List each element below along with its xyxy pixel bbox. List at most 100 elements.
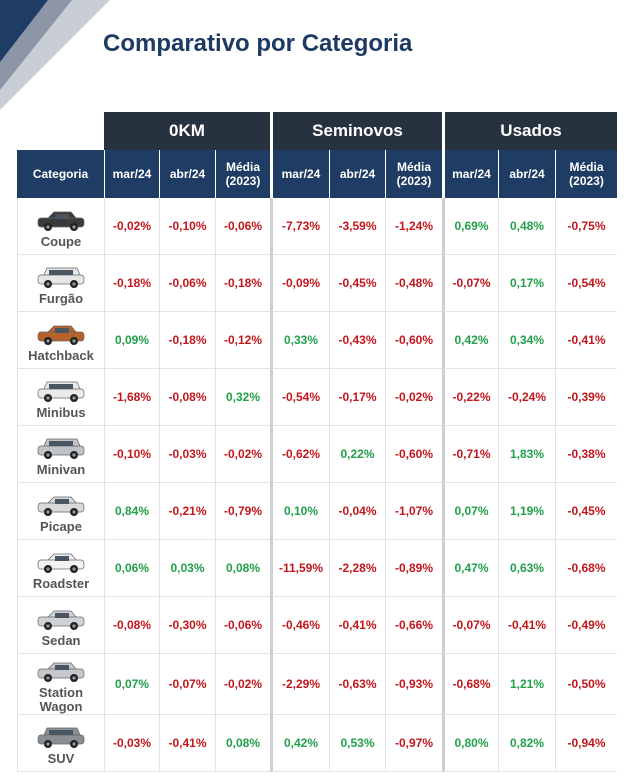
value-cell: -0,94% [555, 715, 618, 772]
value-cell: -0,03% [104, 715, 159, 772]
value-cell: -0,02% [385, 369, 442, 426]
table-row: SUV -0,03% -0,41% 0,08% 0,42% 0,53% -0,97% 0,80… [17, 715, 618, 772]
column-header-media: Média (2023) [555, 150, 618, 198]
value-cell: -0,79% [215, 483, 270, 540]
value-cell: -0,03% [159, 426, 215, 483]
value-cell: -0,54% [555, 255, 618, 312]
value-cell: -0,06% [215, 597, 270, 654]
value-cell: -0,46% [270, 597, 329, 654]
value-cell: -0,89% [385, 540, 442, 597]
table-row: Picape 0,84% -0,21% -0,79% 0,10% -0,04% -1,07%… [17, 483, 618, 540]
hatchback-car-icon [18, 320, 104, 348]
value-cell: 0,47% [442, 540, 498, 597]
value-cell: -0,08% [104, 597, 159, 654]
value-cell: -0,30% [159, 597, 215, 654]
category-cell: Coupe [17, 198, 104, 255]
value-cell: -0,39% [555, 369, 618, 426]
category-name: Hatchback [28, 347, 94, 363]
column-header-mar: mar/24 [270, 150, 329, 198]
table-row: Minivan -0,10% -0,03% -0,02% -0,62% 0,22% -0,6… [17, 426, 618, 483]
value-cell: -11,59% [270, 540, 329, 597]
coupe-car-icon [18, 206, 104, 234]
value-cell: -0,38% [555, 426, 618, 483]
value-cell: 0,42% [442, 312, 498, 369]
value-cell: 1,21% [498, 654, 555, 715]
value-cell: -0,06% [215, 198, 270, 255]
corner-decoration [0, 0, 110, 110]
value-cell: -0,06% [159, 255, 215, 312]
column-header-media: Média (2023) [215, 150, 270, 198]
value-cell: -1,07% [385, 483, 442, 540]
value-cell: -0,48% [385, 255, 442, 312]
value-cell: 0,08% [215, 540, 270, 597]
minivan-car-icon [18, 434, 104, 462]
value-cell: -1,68% [104, 369, 159, 426]
group-header-seminovos: Seminovos [270, 112, 442, 150]
value-cell: -0,41% [159, 715, 215, 772]
table-row: Station Wagon 0,07% -0,07% -0,02% -2,29% -0,63… [17, 654, 618, 715]
value-cell: -0,71% [442, 426, 498, 483]
roadster-car-icon [18, 548, 104, 576]
value-cell: -0,10% [159, 198, 215, 255]
category-name: Minibus [36, 404, 86, 420]
value-cell: -0,45% [329, 255, 385, 312]
value-cell: -0,07% [442, 255, 498, 312]
pickup-car-icon [18, 491, 104, 519]
value-cell: -0,41% [498, 597, 555, 654]
value-cell: -0,68% [442, 654, 498, 715]
table-row: Roadster 0,06% 0,03% 0,08% -11,59% -2,28% -0,8… [17, 540, 618, 597]
group-header-0km: 0KM [104, 112, 270, 150]
value-cell: 0,06% [104, 540, 159, 597]
value-cell: 1,19% [498, 483, 555, 540]
category-cell: Station Wagon [17, 654, 104, 715]
value-cell: 0,09% [104, 312, 159, 369]
category-cell: Furgão [17, 255, 104, 312]
value-cell: -0,10% [104, 426, 159, 483]
value-cell: -0,93% [385, 654, 442, 715]
station-wagon-car-icon [18, 657, 104, 685]
value-cell: -3,59% [329, 198, 385, 255]
comparison-table: 0KM Seminovos Usados Categoria mar/24 ab… [17, 112, 618, 772]
value-cell: 0,84% [104, 483, 159, 540]
value-cell: -0,04% [329, 483, 385, 540]
value-cell: -0,18% [104, 255, 159, 312]
table-row: Minibus -1,68% -0,08% 0,32% -0,54% -0,17% -0,0… [17, 369, 618, 426]
group-header-usados: Usados [442, 112, 618, 150]
value-cell: 0,32% [215, 369, 270, 426]
value-cell: 0,07% [104, 654, 159, 715]
value-cell: 0,82% [498, 715, 555, 772]
column-header-abr: abr/24 [498, 150, 555, 198]
value-cell: 0,34% [498, 312, 555, 369]
value-cell: -0,63% [329, 654, 385, 715]
value-cell: -0,02% [215, 654, 270, 715]
value-cell: -0,50% [555, 654, 618, 715]
value-cell: -0,18% [159, 312, 215, 369]
value-cell: -2,28% [329, 540, 385, 597]
value-cell: -0,02% [215, 426, 270, 483]
page-title: Comparativo por Categoria [103, 30, 413, 57]
column-header-media: Média (2023) [385, 150, 442, 198]
category-cell: Minivan [17, 426, 104, 483]
value-cell: 0,33% [270, 312, 329, 369]
value-cell: -0,21% [159, 483, 215, 540]
column-header-mar: mar/24 [104, 150, 159, 198]
value-cell: -0,18% [215, 255, 270, 312]
value-cell: 0,07% [442, 483, 498, 540]
column-header-category: Categoria [17, 150, 104, 198]
group-header-row: 0KM Seminovos Usados [17, 112, 618, 150]
category-name: SUV [47, 750, 75, 766]
category-name: Minivan [36, 461, 86, 477]
category-name: Station Wagon [38, 684, 84, 714]
category-cell: Sedan [17, 597, 104, 654]
value-cell: -0,45% [555, 483, 618, 540]
table-row: Coupe -0,02% -0,10% -0,06% -7,73% -3,59% -1,24… [17, 198, 618, 255]
category-name: Picape [40, 518, 82, 534]
column-header-mar: mar/24 [442, 150, 498, 198]
value-cell: 0,03% [159, 540, 215, 597]
value-cell: -0,41% [329, 597, 385, 654]
value-cell: -0,54% [270, 369, 329, 426]
value-cell: -0,49% [555, 597, 618, 654]
table-row: Sedan -0,08% -0,30% -0,06% -0,46% -0,41% -0,66… [17, 597, 618, 654]
value-cell: -0,41% [555, 312, 618, 369]
value-cell: 0,22% [329, 426, 385, 483]
